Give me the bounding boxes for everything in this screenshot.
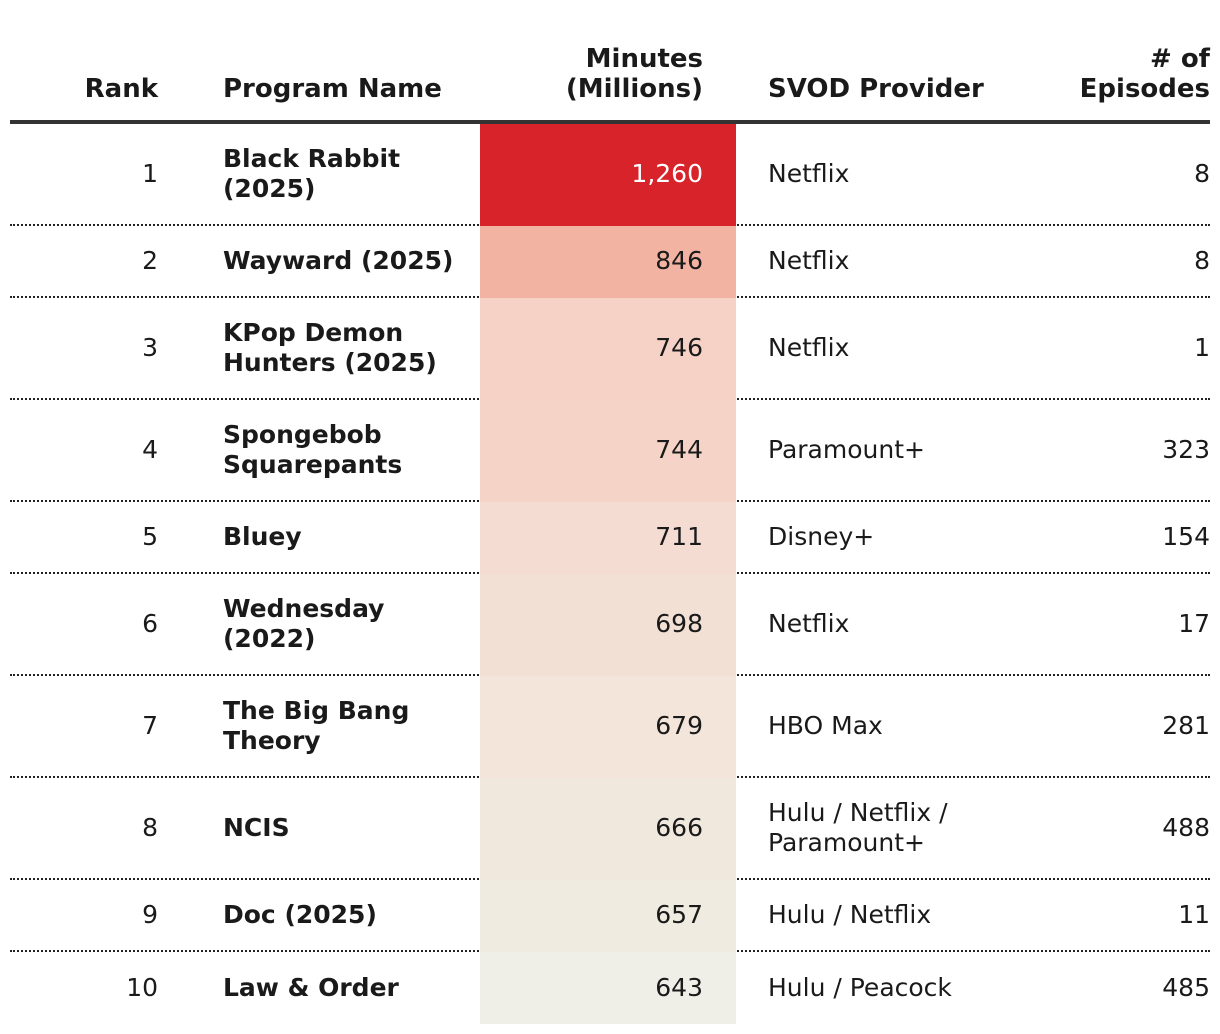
svod-provider-cell: Netflix bbox=[768, 159, 850, 188]
header-episodes: # of Episodes bbox=[1079, 44, 1210, 104]
svod-provider-cell: Disney+ bbox=[768, 522, 875, 551]
table-row: 6 Wednesday (2022) 698 Netflix 17 bbox=[10, 574, 1210, 676]
table-row: 8 NCIS 666 Hulu / Netflix / Paramount+ 488 bbox=[10, 778, 1210, 880]
minutes-cell: 657 bbox=[655, 900, 703, 929]
minutes-heat-cell bbox=[480, 226, 736, 298]
minutes-heat-cell bbox=[480, 952, 736, 1024]
rank-cell: 10 bbox=[126, 973, 158, 1002]
minutes-cell: 744 bbox=[655, 435, 703, 464]
rank-cell: 4 bbox=[142, 435, 158, 464]
minutes-cell: 679 bbox=[655, 711, 703, 740]
minutes-heat-cell bbox=[480, 778, 736, 880]
minutes-cell: 846 bbox=[655, 246, 703, 275]
minutes-heat-cell bbox=[480, 400, 736, 502]
rank-cell: 1 bbox=[142, 159, 158, 188]
minutes-heat-cell bbox=[480, 298, 736, 400]
rank-cell: 6 bbox=[142, 609, 158, 638]
table-row: 9 Doc (2025) 657 Hulu / Netflix 11 bbox=[10, 880, 1210, 952]
minutes-heat-cell bbox=[480, 676, 736, 778]
rank-cell: 5 bbox=[142, 522, 158, 551]
program-name-cell: Wayward (2025) bbox=[223, 246, 454, 275]
episodes-cell: 8 bbox=[1194, 159, 1210, 188]
svod-provider-cell: Netflix bbox=[768, 246, 850, 275]
episodes-cell: 323 bbox=[1162, 435, 1210, 464]
episodes-cell: 1 bbox=[1194, 333, 1210, 362]
table-row: 1 Black Rabbit (2025) 1,260 Netflix 8 bbox=[10, 124, 1210, 226]
svod-provider-cell: Hulu / Netflix bbox=[768, 900, 932, 929]
program-name-cell: Wednesday (2022) bbox=[223, 594, 385, 653]
rank-cell: 8 bbox=[142, 813, 158, 842]
episodes-cell: 8 bbox=[1194, 246, 1210, 275]
minutes-heat-cell bbox=[480, 574, 736, 676]
table-row: 5 Bluey 711 Disney+ 154 bbox=[10, 502, 1210, 574]
minutes-cell: 643 bbox=[655, 973, 703, 1002]
program-name-cell: Black Rabbit (2025) bbox=[223, 144, 401, 203]
header-svod-provider: SVOD Provider bbox=[768, 74, 984, 104]
svod-provider-cell: Netflix bbox=[768, 609, 850, 638]
table-row: 2 Wayward (2025) 846 Netflix 8 bbox=[10, 226, 1210, 298]
minutes-heat-cell bbox=[480, 502, 736, 574]
minutes-cell: 1,260 bbox=[631, 159, 703, 188]
minutes-heat-cell bbox=[480, 880, 736, 952]
episodes-cell: 17 bbox=[1178, 609, 1210, 638]
svod-provider-cell: Hulu / Netflix / Paramount+ bbox=[768, 798, 948, 857]
rank-cell: 2 bbox=[142, 246, 158, 275]
rank-cell: 7 bbox=[142, 711, 158, 740]
table-row: 3 KPop Demon Hunters (2025) 746 Netflix 1 bbox=[10, 298, 1210, 400]
minutes-heat-cell bbox=[480, 124, 736, 226]
minutes-cell: 698 bbox=[655, 609, 703, 638]
program-name-cell: The Big Bang Theory bbox=[223, 696, 410, 755]
header-program-name: Program Name bbox=[223, 74, 442, 104]
program-name-cell: KPop Demon Hunters (2025) bbox=[223, 318, 437, 377]
episodes-cell: 485 bbox=[1162, 973, 1210, 1002]
program-name-cell: Spongebob Squarepants bbox=[223, 420, 403, 479]
episodes-cell: 488 bbox=[1162, 813, 1210, 842]
svod-provider-cell: Paramount+ bbox=[768, 435, 925, 464]
header-minutes: Minutes (Millions) bbox=[565, 44, 703, 104]
table-row: 10 Law & Order 643 Hulu / Peacock 485 bbox=[10, 952, 1210, 1024]
svod-provider-cell: Netflix bbox=[768, 333, 850, 362]
table-row: 7 The Big Bang Theory 679 HBO Max 281 bbox=[10, 676, 1210, 778]
program-name-cell: Law & Order bbox=[223, 973, 399, 1002]
rank-cell: 3 bbox=[142, 333, 158, 362]
table-header: Rank Program Name Minutes (Millions) SVO… bbox=[10, 0, 1210, 124]
episodes-cell: 281 bbox=[1162, 711, 1210, 740]
program-name-cell: Bluey bbox=[223, 522, 302, 551]
episodes-cell: 11 bbox=[1178, 900, 1210, 929]
episodes-cell: 154 bbox=[1162, 522, 1210, 551]
svod-provider-cell: Hulu / Peacock bbox=[768, 973, 952, 1002]
table-row: 4 Spongebob Squarepants 744 Paramount+ 323 bbox=[10, 400, 1210, 502]
ranking-table: Rank Program Name Minutes (Millions) SVO… bbox=[10, 0, 1210, 1024]
svod-provider-cell: HBO Max bbox=[768, 711, 883, 740]
header-rank: Rank bbox=[84, 74, 158, 104]
rank-cell: 9 bbox=[142, 900, 158, 929]
minutes-cell: 746 bbox=[655, 333, 703, 362]
minutes-cell: 711 bbox=[655, 522, 703, 551]
program-name-cell: NCIS bbox=[223, 813, 290, 842]
program-name-cell: Doc (2025) bbox=[223, 900, 377, 929]
minutes-cell: 666 bbox=[655, 813, 703, 842]
